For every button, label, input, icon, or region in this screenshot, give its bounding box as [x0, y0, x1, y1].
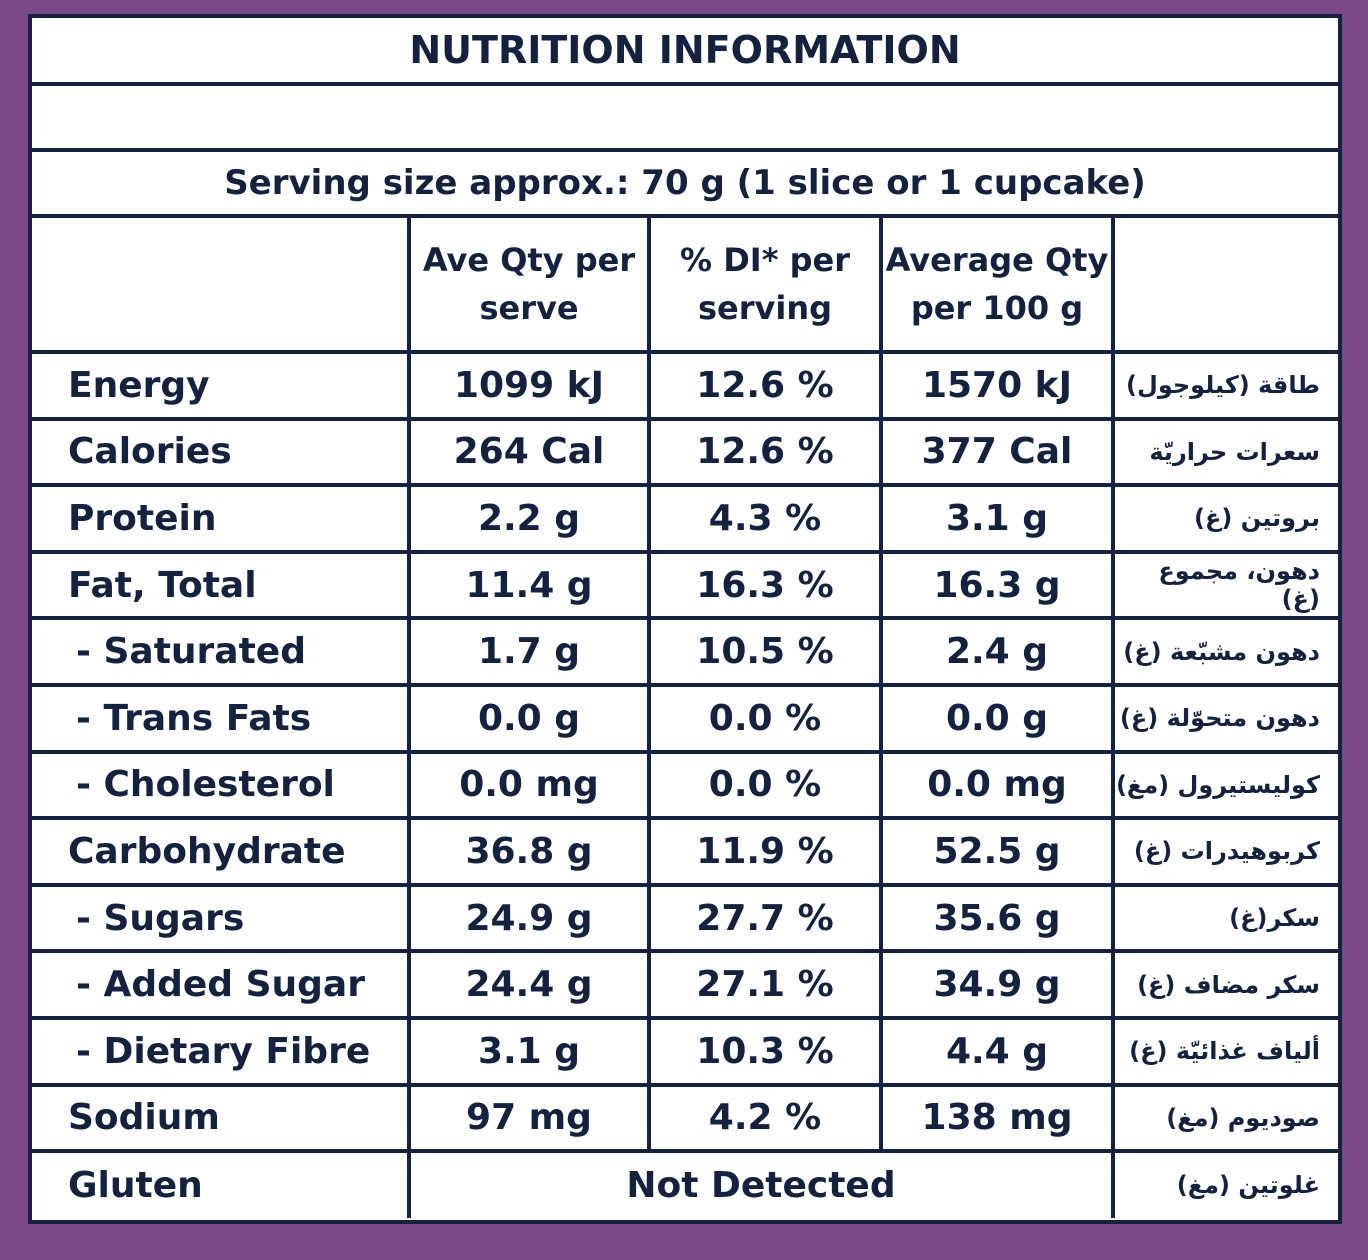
per-serve-value: 36.8 g: [409, 818, 651, 887]
arabic-label: سعرات حراريّة: [1113, 418, 1338, 488]
per-serve-value: 97 mg: [409, 1084, 651, 1154]
nutrient-row: - Cholesterol 0.0 mg 0.0 % 0.0 mg كوليستيرول…: [32, 751, 1338, 821]
nutrient-label: Fat, Total: [32, 551, 411, 621]
nutrient-label: - Sugars: [32, 884, 411, 954]
nutrition-table: Ave Qty per serve % DI* per serving Aver…: [32, 218, 1338, 1218]
nutrient-row: Calories 264 Cal 12.6 % 377 Cal سعرات حراريّ…: [32, 418, 1338, 488]
di-value: 0.0 %: [649, 751, 883, 821]
gluten-value: Not Detected: [409, 1151, 1115, 1218]
nutrient-label: - Cholesterol: [32, 751, 411, 821]
per-100g-value: 35.6 g: [881, 884, 1115, 954]
arabic-label: طاقة (كيلوجول): [1113, 352, 1338, 421]
arabic-label: سكر(غ): [1113, 884, 1338, 954]
header-di: % DI* per serving: [649, 218, 883, 354]
per-100g-value: 34.9 g: [881, 951, 1115, 1020]
per-serve-value: 1.7 g: [409, 618, 651, 687]
per-serve-value: 1099 kJ: [409, 352, 651, 421]
arabic-label: ألياف غذائيّة (غ): [1113, 1017, 1338, 1087]
di-value: 10.5 %: [649, 618, 883, 687]
per-serve-value: 24.4 g: [409, 951, 651, 1020]
per-serve-value: 2.2 g: [409, 485, 651, 554]
per-100g-value: 2.4 g: [881, 618, 1115, 687]
nutrient-row: Protein 2.2 g 4.3 % 3.1 g بروتين (غ): [32, 485, 1338, 554]
nutrient-label: Carbohydrate: [32, 818, 411, 887]
nutrient-label: - Dietary Fibre: [32, 1017, 411, 1087]
arabic-label: صوديوم (مغ): [1113, 1084, 1338, 1154]
header-arabic-blank: [1113, 218, 1338, 354]
nutrient-label: Calories: [32, 418, 411, 488]
blank-row: [32, 86, 1338, 152]
di-value: 27.1 %: [649, 951, 883, 1020]
nutrient-label: Protein: [32, 485, 411, 554]
header-row: Ave Qty per serve % DI* per serving Aver…: [32, 218, 1338, 354]
nutrient-row: Carbohydrate 36.8 g 11.9 % 52.5 g كربوهيدرات…: [32, 818, 1338, 887]
nutrient-label: - Added Sugar: [32, 951, 411, 1020]
per-100g-value: 0.0 g: [881, 684, 1115, 754]
di-value: 4.3 %: [649, 485, 883, 554]
per-100g-value: 1570 kJ: [881, 352, 1115, 421]
per-100g-value: 377 Cal: [881, 418, 1115, 488]
gluten-label: Gluten: [32, 1151, 411, 1218]
nutrient-row: Fat, Total 11.4 g 16.3 % 16.3 g دهون، مجموع …: [32, 551, 1338, 621]
per-100g-value: 3.1 g: [881, 485, 1115, 554]
header-per-serve: Ave Qty per serve: [409, 218, 651, 354]
nutrient-row: - Added Sugar 24.4 g 27.1 % 34.9 g سكر مضاف …: [32, 951, 1338, 1020]
di-value: 27.7 %: [649, 884, 883, 954]
di-value: 16.3 %: [649, 551, 883, 621]
per-100g-value: 52.5 g: [881, 818, 1115, 887]
header-blank: [32, 218, 411, 354]
nutrient-row: Energy 1099 kJ 12.6 % 1570 kJ طاقة (كيلوجول): [32, 352, 1338, 421]
arabic-label: دهون مشبّعة (غ): [1113, 618, 1338, 687]
header-per-100g: Average Qty per 100 g: [881, 218, 1115, 354]
di-value: 11.9 %: [649, 818, 883, 887]
nutrition-panel: NUTRITION INFORMATION Serving size appro…: [28, 14, 1342, 1224]
arabic-label: كربوهيدرات (غ): [1113, 818, 1338, 887]
arabic-label: سكر مضاف (غ): [1113, 951, 1338, 1020]
nutrient-label: Sodium: [32, 1084, 411, 1154]
nutrient-row: Sodium 97 mg 4.2 % 138 mg صوديوم (مغ): [32, 1084, 1338, 1154]
per-serve-value: 0.0 g: [409, 684, 651, 754]
nutrient-row: - Sugars 24.9 g 27.7 % 35.6 g سكر(غ): [32, 884, 1338, 954]
di-value: 4.2 %: [649, 1084, 883, 1154]
nutrient-row: - Dietary Fibre 3.1 g 10.3 % 4.4 g ألياف غذا…: [32, 1017, 1338, 1087]
panel-title: NUTRITION INFORMATION: [32, 18, 1338, 86]
per-100g-value: 0.0 mg: [881, 751, 1115, 821]
di-value: 12.6 %: [649, 418, 883, 488]
per-100g-value: 16.3 g: [881, 551, 1115, 621]
per-serve-value: 0.0 mg: [409, 751, 651, 821]
arabic-label: دهون متحوّلة (غ): [1113, 684, 1338, 754]
per-serve-value: 264 Cal: [409, 418, 651, 488]
per-serve-value: 11.4 g: [409, 551, 651, 621]
per-100g-value: 138 mg: [881, 1084, 1115, 1154]
di-value: 10.3 %: [649, 1017, 883, 1087]
nutrient-label: - Saturated: [32, 618, 411, 687]
arabic-label: دهون، مجموع (غ): [1113, 551, 1338, 621]
nutrient-row: - Trans Fats 0.0 g 0.0 % 0.0 g دهون متحوّلة …: [32, 684, 1338, 754]
nutrient-label: Energy: [32, 352, 411, 421]
di-value: 12.6 %: [649, 352, 883, 421]
per-100g-value: 4.4 g: [881, 1017, 1115, 1087]
serving-size: Serving size approx.: 70 g (1 slice or 1…: [32, 152, 1338, 218]
per-serve-value: 3.1 g: [409, 1017, 651, 1087]
gluten-arabic-label: غلوتين (مغ): [1176, 1171, 1320, 1200]
nutrient-row: - Saturated 1.7 g 10.5 % 2.4 g دهون مشبّعة (…: [32, 618, 1338, 687]
di-value: 0.0 %: [649, 684, 883, 754]
arabic-label: بروتين (غ): [1113, 485, 1338, 554]
gluten-row: Gluten Not Detected غلوتين (مغ): [32, 1151, 1338, 1218]
nutrient-label: - Trans Fats: [32, 684, 411, 754]
per-serve-value: 24.9 g: [409, 884, 651, 954]
arabic-label: كوليستيرول (مغ): [1113, 751, 1338, 821]
